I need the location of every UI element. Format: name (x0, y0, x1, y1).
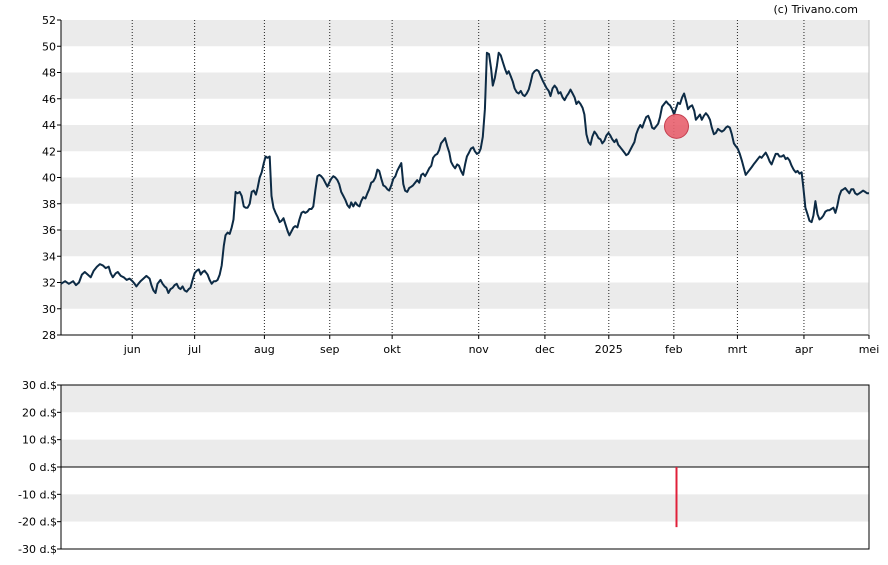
x-tick-label: jul (187, 343, 201, 356)
grid-band (61, 439, 869, 467)
grid-band (61, 494, 869, 522)
dividend-bar-chart: 30 d.$ 20 d.$ 10 d.$ 0 d.$ -10 d.$ -20 d.$ -30… (18, 379, 870, 556)
y-tick-label: 30 (42, 303, 56, 316)
y-tick-label: 34 (42, 250, 56, 263)
grid-band (61, 256, 869, 283)
grid-band (61, 20, 869, 47)
y-tick-label: 0 d.$ (29, 461, 57, 474)
x-tick-label: 2025 (595, 343, 623, 356)
x-tick-label: sep (320, 343, 339, 356)
grid-band (61, 308, 869, 335)
x-tick-label: feb (665, 343, 683, 356)
y-tick-label: 52 (42, 14, 56, 27)
grid-band (61, 521, 869, 549)
grid-band (61, 203, 869, 230)
grid-band (61, 467, 869, 495)
x-tick-label: mrt (728, 343, 748, 356)
y-tick-label: -20 d.$ (18, 516, 57, 529)
y-tick-label: 20 d.$ (22, 406, 57, 419)
y-tick-label: 50 (42, 40, 56, 53)
grid-band (61, 282, 869, 309)
y-tick-label: 28 (42, 329, 56, 342)
x-tick-label: dec (535, 343, 555, 356)
x-tick-label: aug (254, 343, 275, 356)
y-tick-label: 46 (42, 93, 56, 106)
y-tick-label: 36 (42, 224, 56, 237)
x-tick-label: jun (123, 343, 141, 356)
y-tick-label: 40 (42, 172, 56, 185)
price-series-line (60, 51, 869, 294)
x-tick-label: apr (795, 343, 814, 356)
y-tick-label: 10 d.$ (22, 434, 57, 447)
y-tick-label: -10 d.$ (18, 488, 57, 501)
grid-band (61, 98, 869, 125)
x-tick-label: nov (469, 343, 490, 356)
grid-band (61, 72, 869, 99)
grid-band (61, 177, 869, 204)
y-tick-label: 32 (42, 277, 56, 290)
x-tick-label: mei (859, 343, 880, 356)
y-tick-label: 44 (42, 119, 56, 132)
price-line-chart: 28 30 32 34 36 38 40 42 44 46 48 50 52 jun jul aug sep ok… (42, 14, 879, 356)
y-tick-label: 42 (42, 145, 56, 158)
x-tick-label: okt (383, 343, 401, 356)
grid-band (61, 46, 869, 73)
grid-band (61, 125, 869, 152)
credit-label: (c) Trivano.com (773, 3, 858, 16)
y-tick-label: 48 (42, 67, 56, 80)
y-tick-label: 30 d.$ (22, 379, 57, 392)
dividend-marker (663, 113, 689, 139)
grid-band (61, 385, 869, 413)
y-tick-label: -30 d.$ (18, 543, 57, 556)
grid-band (61, 230, 869, 257)
y-tick-label: 38 (42, 198, 56, 211)
grid-band (61, 412, 869, 440)
